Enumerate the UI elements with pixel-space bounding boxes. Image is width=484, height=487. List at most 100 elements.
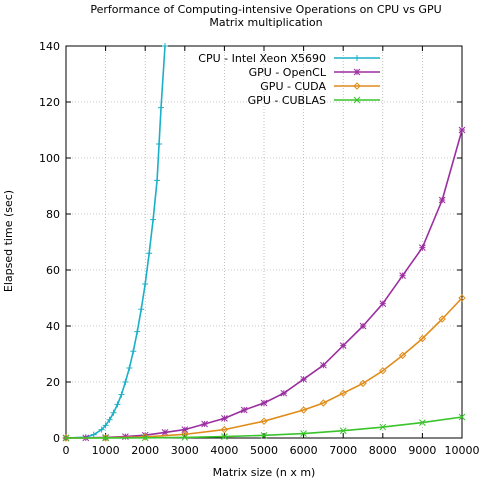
y-tick-label: 140 [39,40,60,53]
y-tick-label: 100 [39,152,60,165]
legend-label-gpu-cublas: GPU - CUBLAS [248,94,326,107]
series-line-cpu-intel-xeon-x5690 [65,45,166,439]
x-tick-label: 7000 [329,444,357,457]
data-point-gpu-opencl [141,431,149,439]
x-tick-label: 0 [63,444,70,457]
series-line-gpu-cuda [65,297,463,439]
data-point-cpu-intel-xeon-x5690 [146,250,153,257]
data-point-cpu-intel-xeon-x5690 [114,401,121,408]
data-point-cpu-intel-xeon-x5690 [122,379,129,385]
series-cpu-intel-xeon-x5690 [63,43,168,441]
data-point-gpu-cublas [141,434,149,442]
legend-label-gpu-opencl: GPU - OpenCL [249,66,327,79]
x-tick-label: 9000 [408,444,436,457]
y-tick-label: 80 [46,208,60,221]
data-point-gpu-cuda [438,315,446,323]
data-point-gpu-opencl [419,244,426,251]
legend-label-gpu-cuda: GPU - CUDA [260,80,326,93]
data-point-gpu-opencl [339,342,347,349]
data-point-gpu-opencl [320,361,327,369]
data-point-cpu-intel-xeon-x5690 [134,328,141,335]
data-point-gpu-cublas [221,433,228,440]
data-point-gpu-opencl [240,406,248,414]
data-point-gpu-opencl [300,375,307,383]
data-point-cpu-intel-xeon-x5690 [150,216,157,223]
data-point-gpu-opencl [359,322,367,330]
data-point-gpu-cuda [359,379,367,388]
data-point-gpu-opencl [221,415,228,422]
data-point-gpu-cuda [379,367,387,375]
chart-title: Performance of Computing-intensive Opera… [90,3,441,16]
data-point-gpu-opencl [201,420,208,428]
data-point-gpu-opencl [161,429,169,436]
x-tick-label: 10000 [445,444,480,457]
data-point-cpu-intel-xeon-x5690 [154,177,161,184]
data-point-gpu-opencl [458,126,466,134]
y-tick-label: 40 [46,320,60,333]
x-tick-label: 8000 [369,444,397,457]
data-point-cpu-intel-xeon-x5690 [156,141,163,147]
data-point-gpu-cublas [102,434,109,442]
series-gpu-cuda [62,294,466,442]
data-point-gpu-cuda [319,399,328,407]
data-point-cpu-intel-xeon-x5690 [158,104,165,111]
data-point-gpu-cuda [398,351,407,360]
y-tick-label: 20 [46,376,60,389]
data-point-gpu-cuda [339,389,347,397]
data-point-gpu-cublas [419,419,426,426]
data-point-gpu-cuda [260,417,268,425]
legend-marker-gpu-opencl [353,68,361,76]
data-point-cpu-intel-xeon-x5690 [102,422,109,429]
data-point-gpu-cuda [299,406,308,414]
data-point-gpu-cublas [181,434,189,441]
series-layer [62,43,466,442]
data-point-gpu-cuda [458,294,466,302]
legend-label-cpu-intel-xeon-x5690: CPU - Intel Xeon X5690 [198,52,326,65]
data-point-gpu-opencl [379,300,387,307]
y-tick-label: 0 [53,432,60,445]
y-axis-label: Elapsed time (sec) [2,190,15,292]
data-point-gpu-cuda [418,334,427,343]
legend-marker-cpu-intel-xeon-x5690 [354,55,360,61]
data-point-cpu-intel-xeon-x5690 [138,306,145,313]
legend-marker-gpu-cuda [353,82,361,90]
data-point-cpu-intel-xeon-x5690 [118,391,125,398]
data-point-cpu-intel-xeon-x5690 [126,365,133,371]
x-tick-label: 1000 [92,444,120,457]
series-gpu-opencl [62,126,466,442]
x-tick-label: 4000 [210,444,238,457]
axis-layer: 0 1000 2000 3000 4000 5000 6000 7000 8000 9000 100… [39,40,480,457]
data-point-gpu-cublas [62,434,70,442]
data-point-cpu-intel-xeon-x5690 [110,409,117,416]
x-tick-label: 2000 [131,444,159,457]
series-gpu-cublas [62,413,466,442]
data-point-gpu-cublas [339,427,347,435]
x-tick-label: 3000 [171,444,199,457]
data-point-gpu-cublas [260,431,268,439]
data-point-gpu-cuda [101,434,110,442]
data-point-gpu-opencl [181,426,189,433]
data-point-cpu-intel-xeon-x5690 [90,431,97,438]
data-point-gpu-cublas [300,430,307,437]
data-point-gpu-cublas [458,413,466,421]
chart-subtitle: Matrix multiplication [209,16,322,29]
data-point-gpu-cuda [220,425,229,434]
legend-marker-gpu-cublas [353,96,361,104]
x-tick-label: 6000 [290,444,318,457]
y-tick-label: 120 [39,96,60,109]
data-point-cpu-intel-xeon-x5690 [142,281,149,287]
x-axis-label: Matrix size (n x m) [213,466,316,479]
data-point-gpu-cublas [379,423,387,431]
data-point-cpu-intel-xeon-x5690 [162,43,168,49]
data-point-gpu-opencl [280,389,288,397]
data-point-cpu-intel-xeon-x5690 [98,426,105,433]
data-point-gpu-opencl [260,399,268,407]
data-point-gpu-opencl [399,272,406,279]
y-tick-label: 60 [46,264,60,277]
data-point-cpu-intel-xeon-x5690 [130,348,137,355]
data-point-gpu-opencl [438,196,446,204]
x-tick-label: 5000 [250,444,278,457]
